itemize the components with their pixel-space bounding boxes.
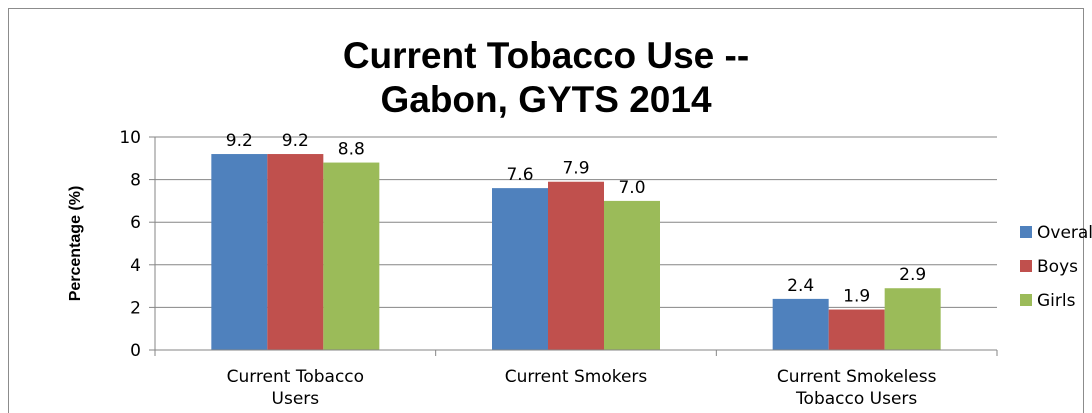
- data-label: 8.8: [338, 140, 365, 160]
- y-tick-label: 10: [119, 128, 141, 148]
- y-tick-label: 6: [130, 213, 141, 233]
- bar-boys-1: [548, 181, 604, 350]
- data-label: 7.6: [506, 165, 533, 185]
- legend-swatch-overall: [1020, 226, 1032, 238]
- x-category-label-line: Current Tobacco: [227, 367, 364, 387]
- bar-girls-1: [604, 200, 660, 350]
- x-category-label-line: Current Smokers: [505, 367, 648, 387]
- data-label: 2.4: [787, 276, 814, 296]
- x-category-label: Current Tobacco Users: [227, 367, 364, 409]
- x-category-label: Current Smokers: [505, 367, 648, 387]
- data-label: 9.2: [226, 131, 253, 151]
- legend-swatch-boys: [1020, 260, 1032, 272]
- y-tick-label: 2: [130, 298, 141, 318]
- chart-title-line-2: Gabon, GYTS 2014: [380, 79, 712, 120]
- x-category-label-line: Users: [272, 389, 320, 409]
- bar-overall-1: [492, 188, 548, 350]
- data-label: 9.2: [282, 131, 309, 151]
- bar-overall-0: [211, 154, 268, 350]
- data-label: 7.9: [562, 159, 589, 179]
- bar-boys-2: [828, 309, 885, 350]
- bar-girls-0: [323, 162, 380, 350]
- legend-swatch-girls: [1020, 294, 1032, 306]
- legend-label-overall: Overall: [1037, 223, 1092, 243]
- y-axis-title: Percentage (%): [67, 186, 84, 302]
- bar-girls-2: [884, 288, 941, 350]
- bar-boys-0: [267, 154, 324, 350]
- x-category-label-line: Current Smokeless: [777, 367, 937, 387]
- bar-overall-2: [772, 298, 829, 350]
- legend-label-girls: Girls: [1037, 291, 1076, 311]
- chart-title: Current Tobacco Use -- Gabon, GYTS 2014: [8, 34, 1084, 122]
- y-tick-label: 4: [130, 256, 141, 276]
- data-label: 1.9: [843, 287, 870, 307]
- legend-label-boys: Boys: [1037, 257, 1078, 277]
- x-category-label: Current Smokeless Tobacco Users: [777, 367, 937, 409]
- y-tick-label: 8: [130, 171, 141, 191]
- data-label: 7.0: [618, 178, 645, 198]
- data-label: 2.9: [899, 265, 926, 285]
- x-category-label-line: Tobacco Users: [795, 389, 917, 409]
- chart-title-line-1: Current Tobacco Use --: [342, 35, 750, 76]
- y-tick-label: 0: [130, 341, 141, 361]
